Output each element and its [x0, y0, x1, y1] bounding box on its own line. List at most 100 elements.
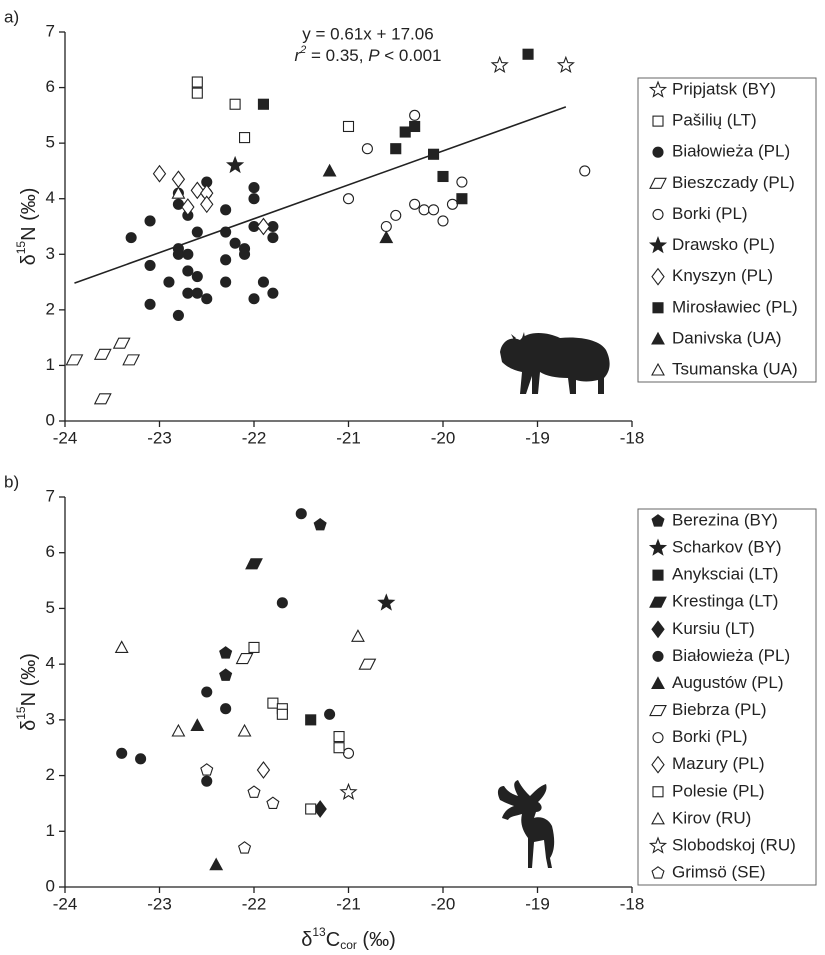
marker — [358, 658, 377, 670]
marker — [93, 393, 112, 405]
y-label-part: N (‰) — [18, 188, 40, 241]
legend-label: Augustów (PL) — [672, 673, 784, 692]
marker — [125, 232, 137, 244]
marker — [191, 87, 203, 99]
y-tick-label: 5 — [46, 133, 55, 152]
marker — [267, 232, 279, 244]
marker — [409, 198, 421, 210]
legend-marker — [648, 836, 668, 854]
legend-label: Polesie (PL) — [672, 781, 765, 800]
legend-marker — [649, 704, 667, 717]
x-label-part: δ — [301, 929, 312, 951]
statistics: r2 = 0.35, P < 0.001 — [295, 44, 442, 66]
marker — [93, 348, 112, 360]
marker — [200, 195, 214, 214]
marker — [65, 354, 84, 366]
legend-label: Knyszyn (PL) — [672, 266, 773, 285]
x-label-part: (‰) — [357, 929, 396, 951]
marker — [437, 215, 449, 227]
legend-label: Drawsko (PL) — [672, 235, 775, 254]
marker — [305, 714, 317, 726]
y-axis-label: δ15N (‰) — [14, 653, 40, 731]
legend-label: Borki (PL) — [672, 204, 748, 223]
marker — [333, 742, 345, 754]
legend-marker — [652, 732, 664, 744]
y-label-part: N (‰) — [18, 653, 40, 706]
marker — [390, 209, 402, 221]
marker — [351, 629, 365, 642]
x-axis-label: δ13Ccor (‰) — [301, 925, 396, 952]
marker — [219, 668, 233, 681]
marker — [209, 857, 224, 871]
marker — [201, 775, 213, 787]
marker — [201, 686, 213, 698]
marker — [456, 176, 468, 188]
marker — [446, 198, 459, 210]
legend-marker — [652, 650, 664, 662]
marker — [220, 226, 232, 238]
stat-part: = 0.35, — [306, 46, 368, 65]
legend-marker — [651, 362, 665, 376]
legend-label: Berezina (BY) — [672, 510, 778, 529]
marker — [490, 55, 509, 74]
legend-marker — [651, 331, 665, 345]
marker — [266, 796, 280, 809]
x-label-part: C — [326, 929, 340, 951]
marker — [191, 287, 203, 299]
y-tick-label: 6 — [46, 542, 55, 561]
legend-marker — [649, 177, 667, 189]
legend-label: Scharkov (BY) — [672, 538, 782, 557]
x-tick-label: -24 — [53, 894, 78, 913]
marker — [399, 126, 411, 138]
moose-silhouette — [497, 780, 555, 868]
stat-part: < 0.001 — [380, 46, 442, 65]
marker — [112, 337, 131, 349]
x-tick-label: -20 — [431, 428, 456, 447]
marker — [418, 204, 430, 216]
equation: y = 0.61x + 17.06 — [302, 24, 433, 43]
marker — [182, 287, 194, 299]
y-label-part: δ — [18, 254, 40, 265]
x-tick-label: -23 — [147, 894, 172, 913]
y-tick-label: 1 — [46, 355, 55, 374]
legend-marker — [651, 620, 665, 639]
legend-marker — [652, 208, 664, 220]
marker — [248, 641, 260, 653]
legend-marker — [651, 514, 665, 527]
panel-label: b) — [4, 472, 19, 491]
legend-marker — [651, 676, 665, 690]
legend-marker — [651, 267, 665, 286]
marker — [342, 193, 355, 205]
legend-label: Biebrza (PL) — [672, 700, 766, 719]
legend-marker — [652, 786, 664, 798]
marker — [172, 309, 184, 321]
marker — [144, 259, 156, 271]
marker — [427, 204, 440, 216]
marker — [135, 753, 147, 765]
marker — [245, 558, 263, 570]
y-tick-label: 3 — [46, 244, 55, 263]
marker — [313, 517, 327, 531]
marker — [324, 708, 336, 720]
legend-label: Białowieża (PL) — [672, 646, 790, 665]
marker — [191, 270, 203, 283]
stat-part: P — [368, 46, 380, 65]
legend-marker — [651, 755, 665, 774]
marker — [163, 276, 175, 288]
marker — [171, 186, 186, 199]
marker — [276, 708, 288, 720]
marker — [219, 646, 233, 659]
marker — [144, 215, 156, 227]
x-tick-label: -22 — [242, 894, 267, 913]
marker — [239, 132, 251, 144]
marker — [267, 287, 279, 299]
marker — [229, 98, 241, 110]
marker — [114, 640, 129, 653]
legend-box — [637, 77, 817, 383]
marker — [248, 182, 260, 194]
legend-label: Slobodskoj (RU) — [672, 835, 796, 854]
legend-label: Bieszczady (PL) — [672, 173, 795, 192]
x-tick-label: -22 — [242, 428, 267, 447]
marker — [377, 593, 396, 611]
x-label-sub: cor — [340, 938, 357, 952]
